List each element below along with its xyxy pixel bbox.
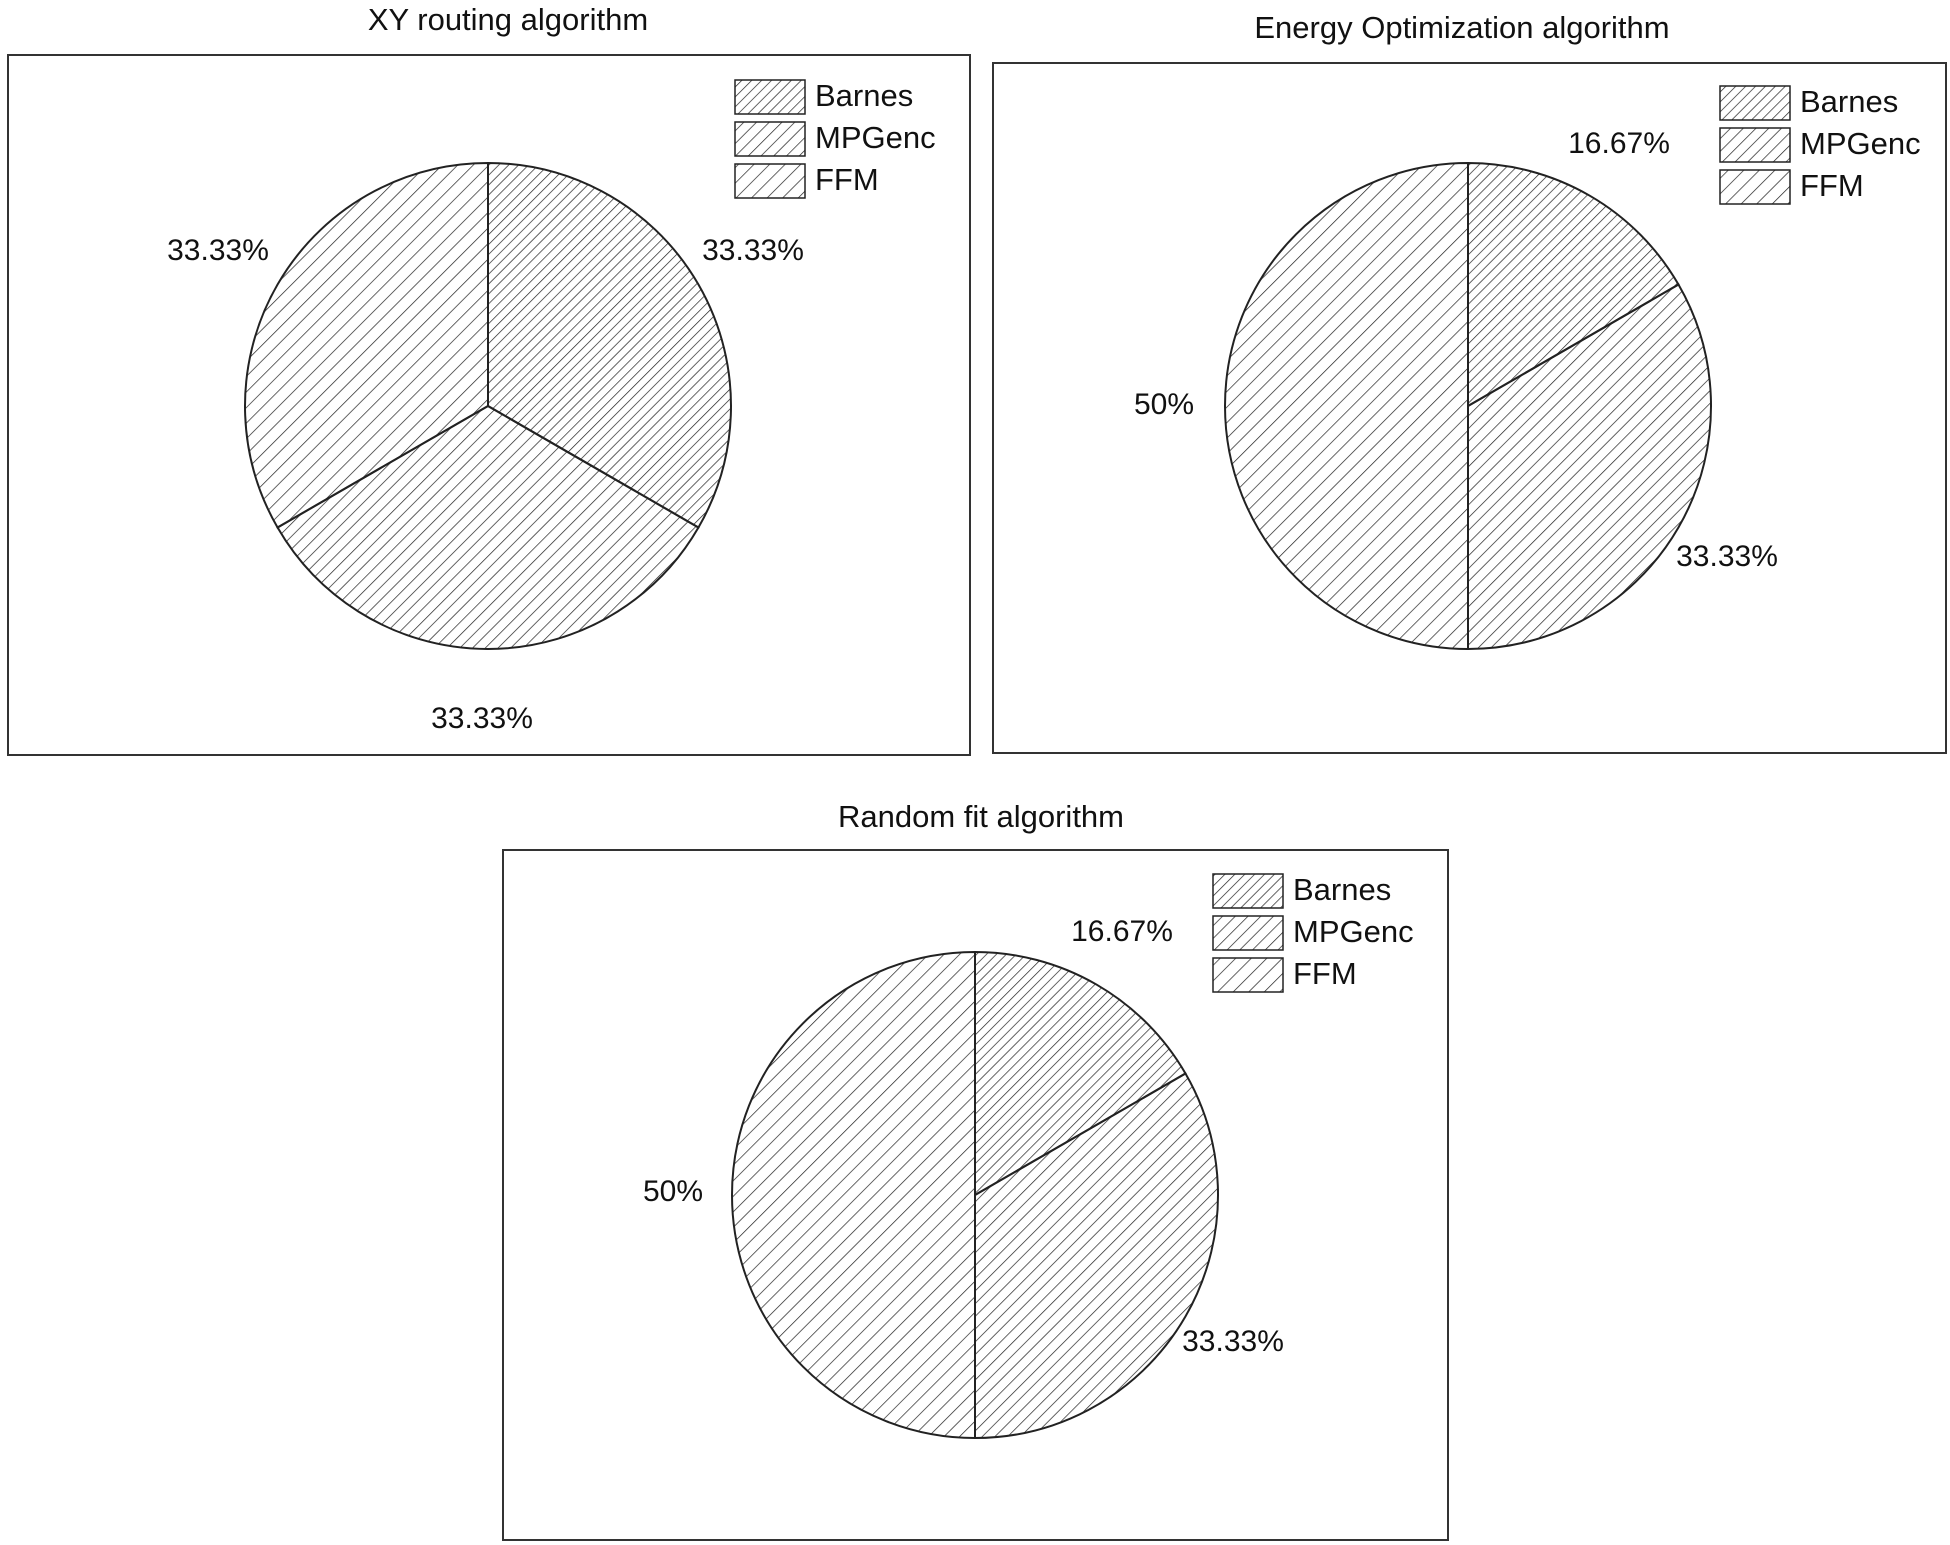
- legend-swatch-mpgenc: [1719, 127, 1791, 163]
- legend-swatch-ffm: [1212, 957, 1284, 993]
- slice-label-ffm: 33.33%: [167, 234, 269, 267]
- legend-label-mpgenc: MPGenc: [1293, 914, 1414, 949]
- legend-label-ffm: FFM: [1800, 168, 1864, 203]
- slice-label-barnes: 16.67%: [1568, 127, 1670, 160]
- pie-slice-ffm: [731, 950, 976, 1440]
- legend-label-ffm: FFM: [815, 162, 879, 197]
- legend-swatch-ffm: [734, 163, 806, 199]
- legend-label-mpgenc: MPGenc: [815, 120, 936, 155]
- chart-legend: Barnes MPGenc FFM: [1212, 872, 1414, 993]
- pie-slice-mpgenc: [1467, 283, 1713, 651]
- chart-title: XY routing algorithm: [368, 2, 648, 37]
- legend-swatch-ffm: [1719, 169, 1791, 205]
- pie-slice-mpgenc: [276, 404, 700, 650]
- pie-slice-ffm: [1224, 161, 1469, 651]
- legend-swatch-mpgenc: [734, 121, 806, 157]
- slice-label-barnes: 33.33%: [702, 234, 804, 267]
- chart-legend: Barnes MPGenc FFM: [734, 78, 936, 199]
- pie-chart-panel: Random fit algorithm 16.67% 33.33% 50% Barne…: [502, 799, 1449, 1541]
- slice-label-mpgenc: 33.33%: [1182, 1325, 1284, 1358]
- chart-title: Random fit algorithm: [838, 799, 1124, 834]
- legend-swatch-barnes: [1719, 85, 1791, 121]
- slice-label-ffm: 50%: [1134, 388, 1194, 421]
- slice-label-ffm: 50%: [643, 1175, 703, 1208]
- legend-label-barnes: Barnes: [1293, 872, 1391, 907]
- slice-label-mpgenc: 33.33%: [1676, 540, 1778, 573]
- pie-slice-ffm: [244, 161, 489, 529]
- pie-chart-panel: XY routing algorithm 33.33% 33.33% 33.33% Ba…: [7, 2, 971, 756]
- chart-frame: [7, 54, 971, 756]
- chart-title: Energy Optimization algorithm: [1254, 10, 1669, 45]
- legend-label-mpgenc: MPGenc: [1800, 126, 1921, 161]
- slice-label-barnes: 16.67%: [1071, 915, 1173, 948]
- pie-slice-mpgenc: [974, 1072, 1220, 1440]
- legend-swatch-barnes: [734, 79, 806, 115]
- legend-swatch-barnes: [1212, 873, 1284, 909]
- slice-label-mpgenc: 33.33%: [431, 702, 533, 735]
- chart-frame: [502, 849, 1449, 1541]
- chart-frame: [992, 62, 1947, 754]
- chart-legend: Barnes MPGenc FFM: [1719, 84, 1921, 205]
- pie-slice-barnes: [974, 950, 1187, 1197]
- legend-label-barnes: Barnes: [1800, 84, 1898, 119]
- legend-label-barnes: Barnes: [815, 78, 913, 113]
- pie-slice-barnes: [487, 161, 732, 529]
- legend-label-ffm: FFM: [1293, 956, 1357, 991]
- legend-swatch-mpgenc: [1212, 915, 1284, 951]
- pie-slice-barnes: [1467, 161, 1680, 408]
- pie-chart-panel: Energy Optimization algorithm 16.67% 33.33…: [992, 10, 1947, 754]
